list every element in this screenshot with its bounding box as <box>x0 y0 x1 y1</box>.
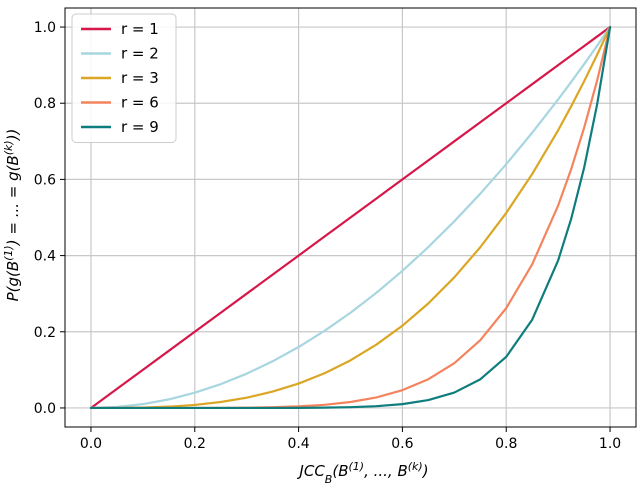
x-tick-label: 0.0 <box>80 436 102 452</box>
x-tick-label: 0.2 <box>184 436 206 452</box>
legend-label: r = 2 <box>121 45 159 63</box>
y-tick-label: 1.0 <box>34 20 56 36</box>
y-tick-label: 0.6 <box>34 172 56 188</box>
y-tick-label: 0.2 <box>34 325 56 341</box>
legend-item: r = 9 <box>81 118 159 136</box>
legend: r = 1 r = 2 r = 3 r = 6 r = 9 <box>71 13 177 143</box>
caption-cropped <box>0 484 640 503</box>
series-line-r1 <box>89 25 612 410</box>
y-axis-label: P(g(B(1)) = ... = g(B(k))) <box>2 129 23 302</box>
x-tick-label: 1.0 <box>599 436 621 452</box>
x-axis-label: JCCB(B(1), ..., B(k)) <box>296 460 428 485</box>
legend-label: r = 3 <box>121 69 159 87</box>
plot-frame <box>64 7 637 428</box>
y-tick-label: 0.8 <box>34 96 56 112</box>
legend-label: r = 6 <box>121 94 159 112</box>
series-layer <box>89 25 612 410</box>
legend-item: r = 1 <box>81 20 159 38</box>
legend-item: r = 2 <box>81 45 159 63</box>
y-tick-label: 0.0 <box>34 401 56 417</box>
legend-frame <box>71 13 177 143</box>
y-axis: 0.0 0.2 0.4 0.6 0.8 1.0 <box>34 20 65 417</box>
legend-item: r = 3 <box>81 69 159 87</box>
x-tick-label: 0.6 <box>391 436 413 452</box>
legend-label: r = 1 <box>121 20 159 38</box>
x-tick-label: 0.8 <box>495 436 517 452</box>
x-axis: 0.0 0.2 0.4 0.6 0.8 1.0 <box>80 427 621 452</box>
legend-item: r = 6 <box>81 94 159 112</box>
chart: 0.0 0.2 0.4 0.6 0.8 1.0 0.0 0.2 0.4 0.6 0.8 1.0 JC… <box>2 7 637 485</box>
series-line-r9 <box>89 25 612 410</box>
y-tick-label: 0.4 <box>34 249 56 265</box>
legend-label: r = 9 <box>121 118 159 136</box>
series-line-r3 <box>89 25 612 410</box>
series-line-r2 <box>89 25 612 410</box>
x-tick-label: 0.4 <box>287 436 309 452</box>
